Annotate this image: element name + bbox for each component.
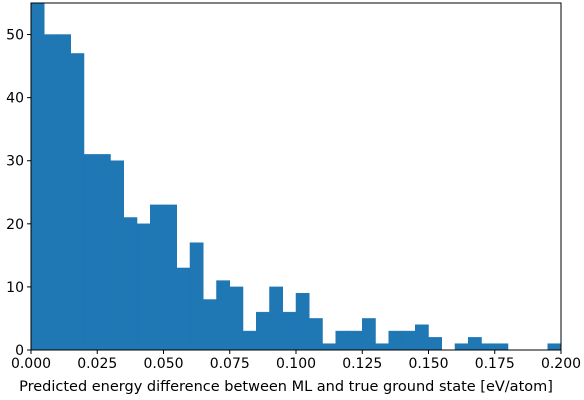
histogram-bar	[335, 330, 350, 351]
y-tick-label: 0	[15, 343, 24, 359]
y-tick-label: 30	[6, 154, 24, 170]
y-tick-label: 40	[6, 91, 24, 107]
histogram-bar	[136, 223, 151, 351]
histogram-bar	[83, 154, 98, 351]
y-axis: 0 10 20 30 40 50	[6, 28, 31, 359]
x-tick-label: 0.175	[475, 356, 515, 372]
x-tick-label: 0.100	[276, 356, 316, 372]
histogram-bar	[415, 324, 429, 351]
histogram-bar	[269, 286, 283, 351]
x-tick-label: 0.075	[210, 356, 250, 372]
histogram-bar	[123, 217, 138, 351]
histogram-bar	[454, 343, 469, 351]
x-axis-label: Predicted energy difference between ML a…	[19, 379, 553, 395]
x-tick-label: 0.025	[77, 356, 117, 372]
histogram-bar	[494, 343, 509, 351]
histogram-bar	[295, 292, 310, 351]
histogram-bar	[401, 330, 416, 351]
histogram-bar	[229, 286, 244, 351]
histogram-bar	[481, 343, 495, 351]
histogram-bar	[163, 204, 177, 351]
histogram-bar	[309, 318, 323, 351]
x-tick-label: 0.050	[143, 356, 183, 372]
histogram-bar	[428, 337, 442, 351]
histogram-bar	[150, 204, 164, 351]
histogram-bar	[30, 2, 45, 351]
x-tick-label: 0.125	[342, 356, 382, 372]
histogram-bar	[176, 267, 191, 351]
x-tick-label: 0.200	[541, 356, 581, 372]
histogram-bar	[70, 53, 85, 351]
histogram-bar	[110, 160, 124, 351]
histogram-bar	[468, 337, 482, 351]
histogram-bar	[189, 242, 204, 351]
histogram-bar	[44, 34, 58, 351]
histogram-bar	[388, 330, 403, 351]
histogram-bar	[362, 318, 376, 351]
histogram-bar	[242, 330, 257, 351]
histogram-bar	[322, 343, 336, 351]
histogram-bar	[348, 330, 363, 351]
histogram-bars	[30, 2, 562, 351]
x-tick-label: 0.150	[408, 356, 448, 372]
histogram-bar	[256, 311, 270, 351]
y-tick-label: 20	[6, 217, 24, 233]
histogram-bar	[216, 280, 230, 351]
histogram-bar	[282, 311, 297, 351]
y-tick-label: 50	[6, 28, 24, 44]
x-axis: 0.000 0.025 0.050 0.075 0.100 0.125 0.150 0.175…	[11, 350, 581, 372]
histogram-bar	[203, 299, 217, 351]
y-tick-label: 10	[6, 280, 24, 296]
histogram-bar	[547, 343, 562, 351]
x-tick-label: 0.000	[11, 356, 51, 372]
histogram-bar	[57, 34, 71, 351]
histogram-bar	[97, 154, 111, 351]
histogram-bar	[375, 343, 389, 351]
